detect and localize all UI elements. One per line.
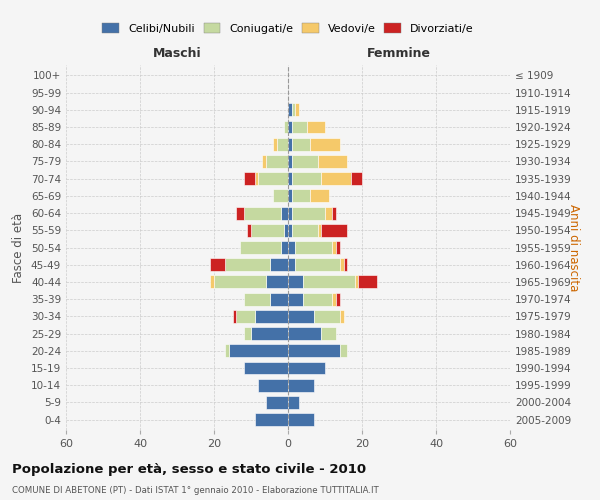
Bar <box>262 155 266 168</box>
Bar <box>322 224 347 236</box>
Bar <box>288 344 340 358</box>
Bar <box>317 224 322 236</box>
Bar <box>292 190 310 202</box>
Bar <box>284 120 288 134</box>
Bar <box>244 327 251 340</box>
Bar <box>266 155 288 168</box>
Bar <box>281 206 288 220</box>
Bar <box>292 138 310 150</box>
Bar <box>288 224 292 236</box>
Bar <box>303 276 355 288</box>
Bar <box>277 138 288 150</box>
Bar <box>355 276 358 288</box>
Bar <box>332 206 336 220</box>
Bar <box>251 327 288 340</box>
Bar <box>288 327 322 340</box>
Bar <box>244 362 288 374</box>
Bar <box>254 310 288 323</box>
Bar <box>251 224 284 236</box>
Bar <box>322 327 336 340</box>
Bar <box>288 310 314 323</box>
Bar <box>340 310 343 323</box>
Bar <box>240 241 281 254</box>
Bar <box>340 258 343 271</box>
Bar <box>303 292 332 306</box>
Bar <box>288 155 292 168</box>
Bar <box>244 172 254 185</box>
Bar <box>211 276 214 288</box>
Bar <box>225 258 269 271</box>
Bar <box>236 206 244 220</box>
Bar <box>288 362 325 374</box>
Bar <box>266 396 288 409</box>
Y-axis label: Anni di nascita: Anni di nascita <box>567 204 580 291</box>
Bar <box>288 190 292 202</box>
Bar <box>340 344 347 358</box>
Bar <box>273 138 277 150</box>
Bar <box>292 206 325 220</box>
Bar <box>244 206 281 220</box>
Bar <box>336 241 340 254</box>
Bar <box>236 310 254 323</box>
Bar <box>288 206 292 220</box>
Bar <box>295 104 299 116</box>
Text: Maschi: Maschi <box>152 47 202 60</box>
Bar <box>310 190 329 202</box>
Bar <box>288 138 292 150</box>
Bar <box>310 138 340 150</box>
Bar <box>288 396 299 409</box>
Bar <box>247 224 251 236</box>
Bar <box>343 258 347 271</box>
Bar <box>295 258 340 271</box>
Bar <box>307 120 325 134</box>
Bar <box>292 120 307 134</box>
Bar <box>269 258 288 271</box>
Bar <box>269 292 288 306</box>
Bar <box>358 276 377 288</box>
Bar <box>225 344 229 358</box>
Bar <box>288 241 295 254</box>
Bar <box>288 379 314 392</box>
Bar <box>254 172 259 185</box>
Bar <box>288 104 292 116</box>
Bar <box>314 310 340 323</box>
Text: COMUNE DI ABETONE (PT) - Dati ISTAT 1° gennaio 2010 - Elaborazione TUTTITALIA.IT: COMUNE DI ABETONE (PT) - Dati ISTAT 1° g… <box>12 486 379 495</box>
Legend: Celibi/Nubili, Coniugati/e, Vedovi/e, Divorziati/e: Celibi/Nubili, Coniugati/e, Vedovi/e, Di… <box>103 23 473 34</box>
Bar <box>292 155 317 168</box>
Bar <box>229 344 288 358</box>
Bar <box>254 413 288 426</box>
Bar <box>281 241 288 254</box>
Bar <box>322 172 351 185</box>
Bar <box>292 172 322 185</box>
Bar <box>336 292 340 306</box>
Bar <box>288 276 303 288</box>
Bar <box>259 172 288 185</box>
Bar <box>317 155 347 168</box>
Bar <box>284 224 288 236</box>
Bar <box>266 276 288 288</box>
Bar <box>292 104 295 116</box>
Bar <box>288 292 303 306</box>
Y-axis label: Fasce di età: Fasce di età <box>13 212 25 282</box>
Bar <box>332 241 336 254</box>
Bar <box>233 310 236 323</box>
Text: Popolazione per età, sesso e stato civile - 2010: Popolazione per età, sesso e stato civil… <box>12 462 366 475</box>
Bar <box>288 258 295 271</box>
Bar <box>288 120 292 134</box>
Bar <box>325 206 332 220</box>
Bar <box>292 224 317 236</box>
Bar <box>210 258 225 271</box>
Bar <box>295 241 332 254</box>
Bar <box>273 190 288 202</box>
Bar <box>214 276 266 288</box>
Bar <box>259 379 288 392</box>
Bar <box>351 172 362 185</box>
Text: Femmine: Femmine <box>367 47 431 60</box>
Bar <box>288 413 314 426</box>
Bar <box>332 292 336 306</box>
Bar <box>288 172 292 185</box>
Bar <box>244 292 269 306</box>
